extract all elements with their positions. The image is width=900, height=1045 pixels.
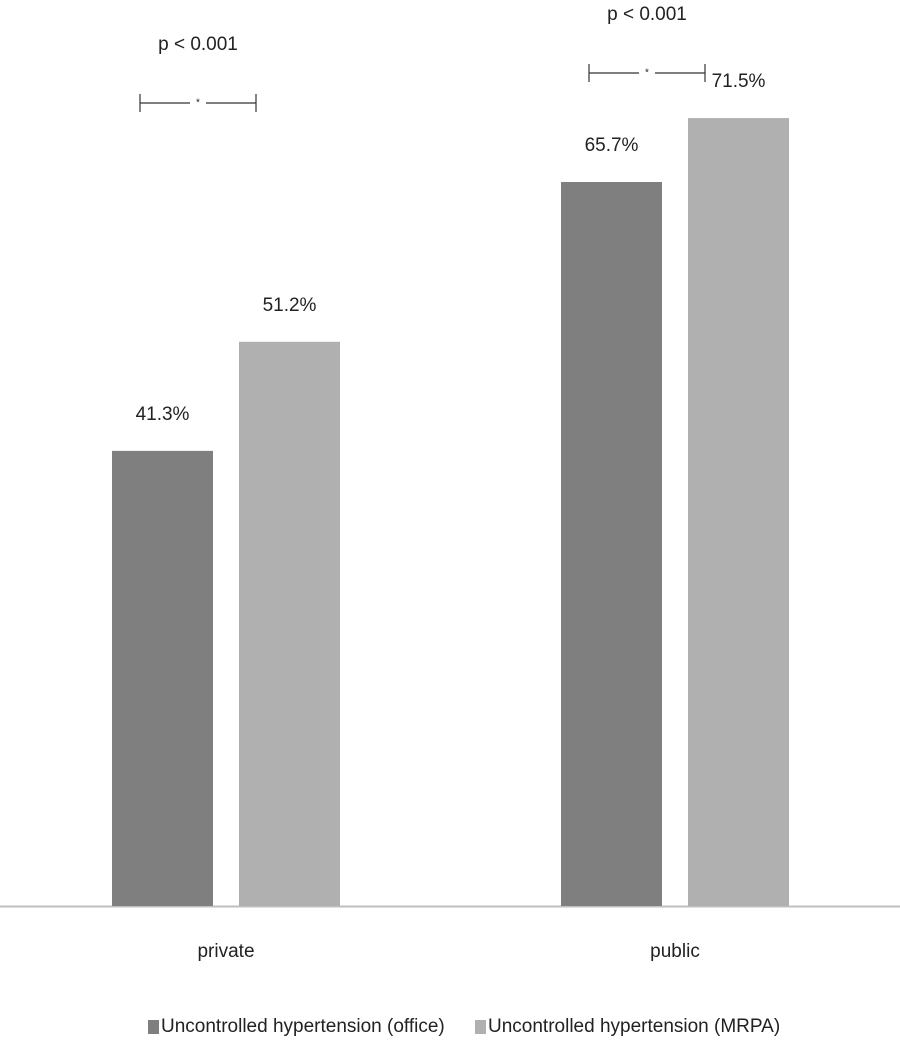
p-value: p < 0.001 xyxy=(607,4,687,25)
value-label: 41.3% xyxy=(136,404,190,425)
significance-marker: * xyxy=(196,98,200,109)
legend-swatch xyxy=(475,1020,486,1034)
p-value: p < 0.001 xyxy=(158,34,238,55)
x-tick-label: private xyxy=(197,941,254,962)
legend-label: Uncontrolled hypertension (MRPA) xyxy=(488,1016,780,1037)
bar xyxy=(112,450,213,906)
legend-label: Uncontrolled hypertension (office) xyxy=(161,1016,445,1037)
legend-swatch xyxy=(148,1020,159,1034)
bar xyxy=(239,341,340,906)
value-label: 51.2% xyxy=(263,295,317,316)
x-tick-label: public xyxy=(650,941,700,962)
value-label: 65.7% xyxy=(585,135,639,156)
significance-marker: * xyxy=(645,68,649,79)
bar xyxy=(561,181,662,907)
value-label: 71.5% xyxy=(712,71,766,92)
bar xyxy=(688,118,789,906)
